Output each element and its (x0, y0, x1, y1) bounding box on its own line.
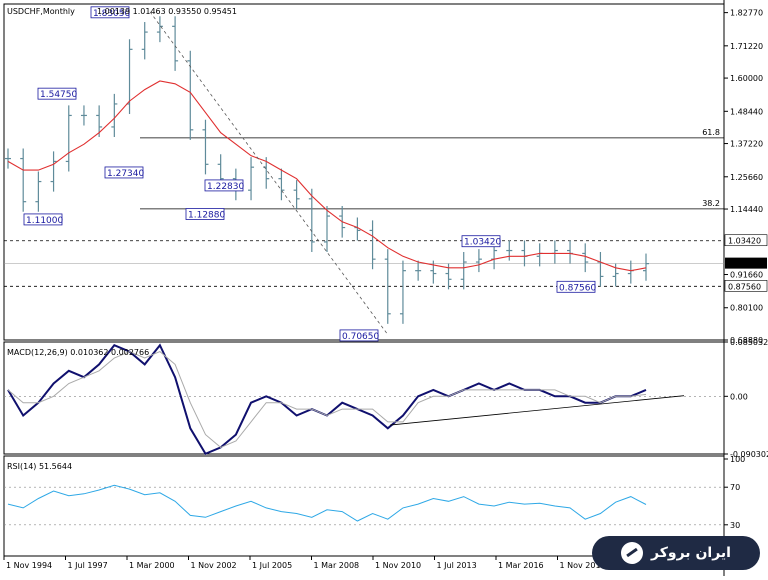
price-annotation-text: 1.03420 (464, 238, 501, 248)
price-bar (475, 249, 482, 273)
support-level-tag (724, 280, 768, 292)
price-bar (187, 50, 194, 140)
price-tick-label: 1.48440 (730, 107, 763, 116)
time-tick-label: 1 Jul 2013 (437, 561, 477, 570)
price-bar (141, 22, 148, 60)
price-annotation-text: 0.87560 (559, 283, 596, 293)
price-tick-label: 1.71220 (730, 42, 763, 51)
price-tick-label: 0.80100 (730, 304, 763, 313)
price-tick-label: 1.60000 (730, 74, 763, 83)
price-bar (278, 168, 285, 201)
time-tick-label: 1 Mar 2000 (129, 561, 175, 570)
price-bar (111, 93, 118, 138)
price-annotation-text: 1.54750 (40, 90, 77, 100)
price-annotation-text: 1.22830 (207, 182, 244, 192)
watermark-text: ایران بروکر (651, 545, 731, 561)
price-bar (369, 220, 376, 270)
price-annotation-box (185, 208, 225, 220)
price-bar (293, 180, 300, 209)
price-bar (248, 157, 255, 201)
resistance-level-tag (724, 234, 768, 247)
rsi-tick-label: 70 (730, 483, 740, 492)
price-tick-label: 1.82770 (730, 9, 763, 18)
price-annotation-text: 1.12880 (188, 211, 225, 221)
price-tick-label: 0.91660 (730, 271, 763, 280)
time-tick-label: 1 Jul 2005 (252, 561, 292, 570)
price-bar (460, 251, 467, 290)
fib-618-level-text: 61.8 (702, 128, 720, 137)
macd-label: MACD(12,26,9) 0.010362 0.002766 (7, 348, 149, 357)
macd-tick-label: 0.00 (730, 392, 748, 401)
time-tick-label: 1 Mar 2016 (498, 561, 544, 570)
price-bar (324, 205, 330, 252)
rsi-line (7, 484, 647, 522)
price-annotation-box (556, 280, 596, 293)
price-bar (582, 243, 589, 273)
price-annotation-box (23, 213, 63, 226)
price-bar (202, 119, 209, 175)
price-bar (415, 260, 422, 281)
moving-average-line (7, 80, 647, 272)
resistance-level-tag-text: 1.03420 (728, 237, 761, 246)
symbol-title: USDCHF,Monthly (7, 7, 75, 16)
support-level-tag-text: 0.87560 (728, 282, 761, 291)
time-tick-label: 1 Nov 2010 (375, 561, 421, 570)
price-bar (308, 188, 315, 252)
current-price-tag (725, 257, 767, 269)
price-tick-label: 1.25660 (730, 173, 763, 182)
price-annotation-text: 1.11000 (26, 216, 63, 226)
price-bar (35, 171, 42, 212)
broker-watermark: ایران بروکر (592, 536, 760, 570)
price-bar (384, 249, 391, 324)
macd-trendline (389, 395, 685, 426)
price-annotation-box (104, 166, 144, 179)
price-annotation-box (204, 179, 244, 192)
price-bar (20, 148, 27, 212)
price-bar (506, 240, 513, 261)
price-annotation-box (461, 235, 501, 248)
time-tick-label: 1 Jul 1997 (68, 561, 108, 570)
price-tick-label: 1.14440 (730, 205, 763, 214)
time-tick-label: 1 Nov 2002 (191, 561, 237, 570)
swing-trendline (149, 11, 389, 336)
price-annotation-text: 0.70650 (342, 332, 379, 342)
price-bar (50, 151, 57, 192)
time-tick-label: 1 Nov 1994 (6, 561, 52, 570)
price-tick-label: 0.68880 (730, 336, 763, 345)
time-tick-label: 1 Nov 2018 (560, 561, 606, 570)
price-bar (156, 16, 163, 43)
macd-signal-line (7, 351, 647, 448)
price-bar (65, 105, 72, 172)
macd-tick-label: 0.085032 (730, 338, 768, 347)
fib-382-level-text: 38.2 (702, 199, 720, 208)
rsi-label: RSI(14) 51.5644 (7, 462, 72, 471)
price-annotation-text: 1.27340 (107, 169, 144, 179)
price-bar (643, 253, 649, 281)
rsi-tick-label: 100 (730, 455, 745, 464)
price-bar (172, 16, 179, 71)
rsi-tick-label: 30 (730, 521, 740, 530)
price-tick-label: 1.37220 (730, 140, 763, 149)
price-annotation-text: 1.83050 (93, 9, 130, 19)
ohlc-readout: 1.00139 1.01463 0.93550 0.95451 (97, 7, 237, 16)
price-bar (399, 260, 406, 324)
trend-logo-icon (621, 542, 644, 564)
macd-tick-label: -0.090302 (730, 450, 768, 459)
price-annotation-box (339, 329, 379, 342)
time-tick-label: 1 Mar 2008 (314, 561, 360, 570)
price-bar (80, 105, 87, 126)
price-annotation-box (90, 6, 130, 19)
price-bar (5, 148, 11, 169)
macd-pane (3, 341, 725, 455)
price-annotation-box (37, 87, 77, 100)
price-bar (96, 105, 103, 138)
current-price-tag-text: 0.95451 (728, 260, 761, 269)
